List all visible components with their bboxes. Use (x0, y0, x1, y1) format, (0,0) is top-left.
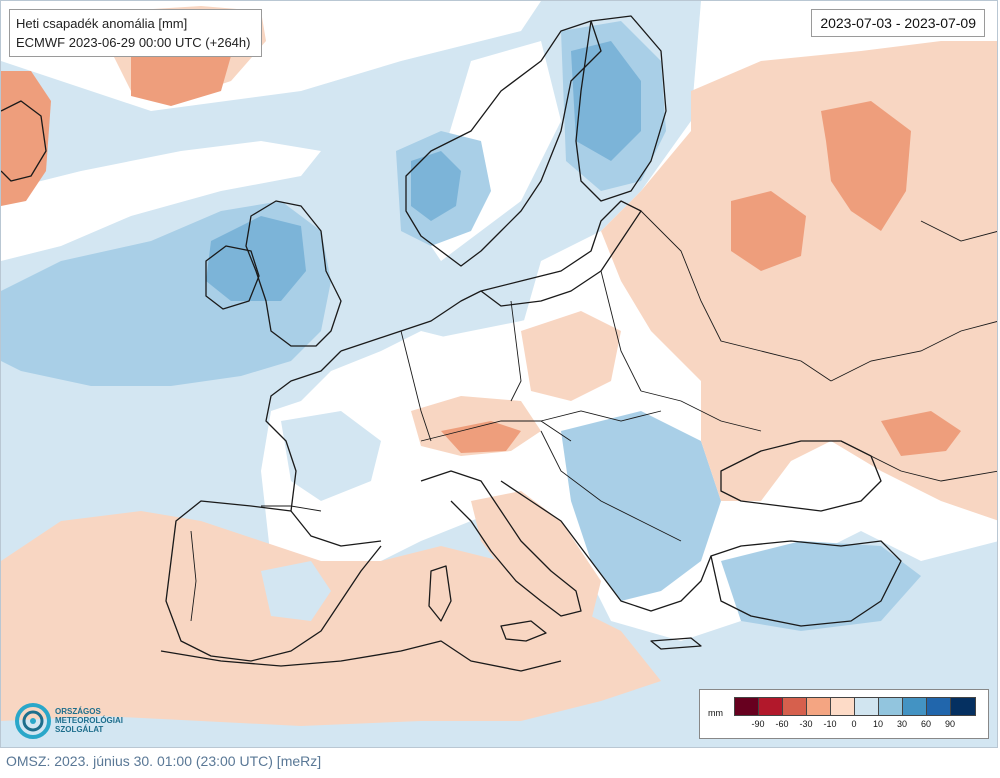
sicily (500, 620, 547, 642)
logo-line-1: ORSZÁGOS (55, 707, 101, 716)
legend-tick-label: 60 (920, 719, 932, 729)
balkan-coast (500, 480, 712, 612)
border-balkans (540, 430, 682, 542)
russia-dry-core-2 (731, 191, 806, 271)
norway-wet-core (411, 151, 461, 221)
border-poland-east (600, 270, 642, 392)
great-britain-coast (245, 200, 342, 347)
coastlines (1, 15, 902, 672)
finland-coast (575, 15, 667, 202)
italy-coast (420, 470, 582, 617)
legend-swatch-4 (831, 698, 855, 715)
france-coast (265, 350, 382, 547)
iberia-coast (165, 500, 382, 662)
logo-text: ORSZÁGOS METEOROLÓGIAI SZOLGÁLAT (55, 707, 123, 734)
map-title: Heti csapadék anomália [mm] (16, 16, 188, 31)
north-africa-coast (160, 640, 562, 672)
legend-swatch-7 (903, 698, 927, 715)
border-pyrenees (261, 505, 322, 512)
scandinavia-coast (405, 20, 602, 267)
omsz-logo: ORSZÁGOS METEOROLÓGIAI SZOLGÁLAT (11, 699, 133, 743)
border-caucasus (870, 455, 997, 482)
omsz-logo-icon (15, 703, 51, 739)
alps-dry-core (441, 421, 521, 453)
legend-tick-label: -90 (751, 719, 765, 729)
turkey-wet (721, 541, 921, 631)
logo-line-3: SZOLGÁLAT (55, 725, 104, 734)
border-france-germany (400, 330, 432, 442)
footer-caption: OMSZ: 2023. június 30. 01:00 (23:00 UTC)… (6, 753, 322, 769)
color-legend: mm -90 -60 -30 -10 0 10 30 60 90 (699, 689, 989, 739)
map-frame: Heti csapadék anomália [mm] ECMWF 2023-0… (0, 0, 998, 748)
finland-wet-core (571, 41, 641, 161)
border-germany-poland (510, 300, 522, 402)
legend-tick-label: 90 (944, 719, 956, 729)
precipitation-anomaly-map (1, 1, 997, 747)
legend-swatch-2 (783, 698, 807, 715)
legend-tick-label: 10 (872, 719, 884, 729)
spain-wet-patch (261, 561, 331, 621)
legend-tick-label: -60 (775, 719, 789, 729)
black-sea-coast (720, 440, 882, 512)
russia-dry-core-1 (821, 101, 911, 231)
north-africa-light (181, 641, 431, 706)
iberia-dry (1, 511, 661, 726)
legend-swatch-9 (951, 698, 975, 715)
logo-line-2: METEOROLÓGIAI (55, 716, 123, 725)
sardinia-corsica (428, 565, 452, 622)
map-title-box: Heti csapadék anomália [mm] ECMWF 2023-0… (9, 9, 262, 57)
ireland-wet-core (206, 216, 306, 301)
legend-tick-label: -30 (799, 719, 813, 729)
legend-swatch-1 (759, 698, 783, 715)
greenland-sea-dry-core (131, 41, 231, 106)
ireland-coast (205, 245, 260, 310)
border-east-1 (830, 321, 997, 382)
continental-north-coast (340, 290, 482, 352)
border-spain-portugal (190, 530, 197, 622)
legend-tick-label: 0 (851, 719, 857, 729)
border-alps (420, 420, 572, 442)
border-east-2 (920, 220, 997, 242)
border-austria-hungary (540, 410, 662, 422)
france-wet-patch (281, 411, 381, 501)
legend-swatch-5 (855, 698, 879, 715)
atlantic-neutral-band (1, 141, 321, 261)
balkans-wet (561, 411, 721, 601)
turkey-coast (710, 540, 902, 627)
legend-unit: mm (708, 708, 723, 718)
legend-swatch-3 (807, 698, 831, 715)
caucasus-dry-patch (881, 411, 961, 456)
legend-swatch-8 (927, 698, 951, 715)
legend-ticks: -90 -60 -30 -10 0 10 30 60 90 (734, 719, 997, 733)
border-ukraine-south (640, 390, 762, 432)
legend-tick-label: -10 (823, 719, 837, 729)
border-russia-ukraine (640, 210, 832, 382)
country-borders (190, 210, 997, 622)
legend-swatch-0 (735, 698, 759, 715)
crete (650, 637, 702, 650)
legend-swatches (734, 697, 976, 716)
iceland-coast (1, 100, 47, 182)
forecast-period: 2023-07-03 - 2023-07-09 (811, 9, 985, 37)
model-run-label: ECMWF 2023-06-29 00:00 UTC (+264h) (16, 35, 251, 50)
legend-tick-label: 30 (896, 719, 908, 729)
legend-swatch-6 (879, 698, 903, 715)
central-europe-dry (521, 311, 621, 401)
